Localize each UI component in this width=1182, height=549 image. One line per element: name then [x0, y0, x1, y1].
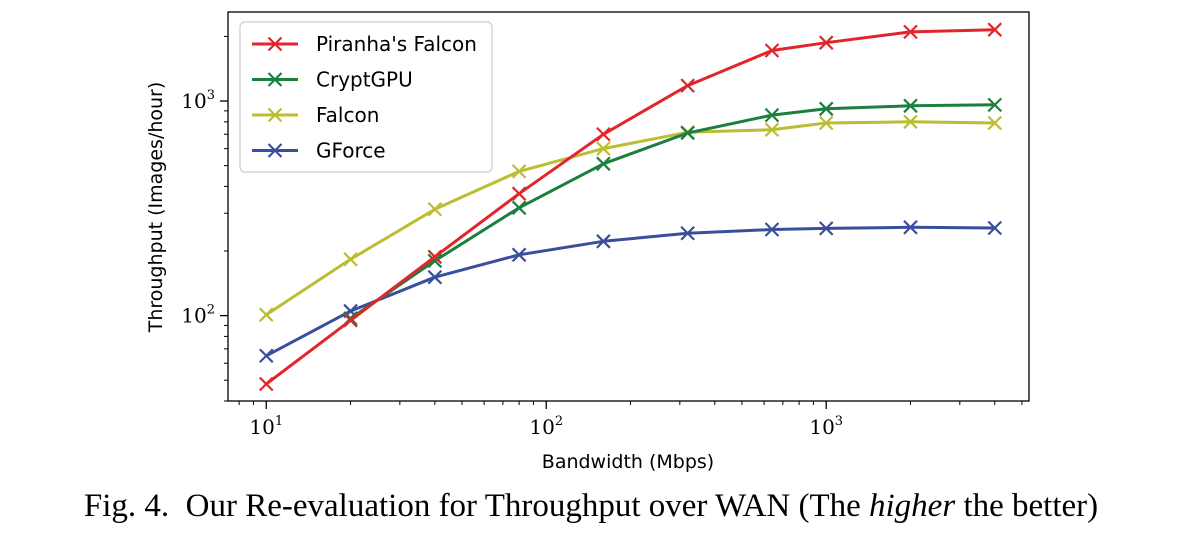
y-tick-label: 103 — [181, 88, 215, 113]
data-point — [258, 348, 274, 364]
data-point — [903, 114, 918, 130]
legend-entry: Falcon — [252, 103, 379, 127]
caption-prefix: Fig. 4. — [83, 488, 170, 524]
series-line — [265, 225, 995, 358]
x-tick-label: 102 — [529, 414, 563, 439]
data-point — [596, 156, 611, 172]
data-point — [343, 313, 358, 328]
data-point — [511, 247, 527, 263]
series-3 — [258, 220, 1003, 364]
data-point — [818, 115, 834, 131]
data-point — [903, 220, 918, 235]
data-point — [596, 127, 611, 142]
data-point — [258, 307, 274, 322]
legend-marker — [267, 107, 283, 123]
data-point — [903, 24, 918, 40]
data-point — [987, 220, 1003, 236]
caption-text-end: the better) — [955, 488, 1099, 524]
legend-marker — [267, 143, 283, 158]
data-point — [764, 43, 780, 58]
data-point — [343, 252, 358, 267]
x-axis-label: Bandwidth (Mbps) — [542, 451, 714, 473]
legend: Piranha's Falcon CryptGPU Falcon GForce — [239, 21, 493, 173]
data-point — [764, 122, 780, 138]
figure-caption: Fig. 4. Our Re-evaluation for Throughput… — [0, 488, 1182, 525]
y-axis-label: Throughput (Images/hour) — [145, 82, 167, 334]
ticks-layer: 101 102 103 102 103 — [181, 35, 1023, 439]
data-point — [680, 125, 695, 141]
legend-label: GForce — [316, 139, 386, 163]
series-2 — [258, 114, 1003, 322]
legend-entry: CryptGPU — [252, 68, 413, 92]
data-point — [818, 101, 834, 117]
data-point — [680, 225, 695, 241]
caption-emphasis: higher — [869, 488, 956, 524]
data-point — [511, 200, 527, 216]
data-point — [511, 164, 527, 179]
y-tick-label: 102 — [181, 303, 215, 328]
series-1 — [343, 97, 1003, 326]
data-point — [764, 107, 780, 123]
data-point — [764, 222, 780, 237]
legend-marker — [267, 72, 283, 87]
data-point — [596, 141, 611, 156]
legend-entry: Piranha's Falcon — [252, 32, 477, 56]
data-point — [903, 98, 918, 114]
legend-label: Falcon — [316, 103, 379, 127]
data-point — [427, 269, 443, 285]
data-point — [258, 376, 274, 392]
legend-label: Piranha's Falcon — [316, 32, 477, 56]
data-point — [987, 22, 1003, 37]
data-point — [987, 97, 1003, 113]
x-tick-label: 103 — [809, 414, 843, 439]
data-point — [427, 253, 443, 269]
legend-marker — [267, 36, 283, 52]
series-layer — [258, 22, 1003, 392]
data-point — [818, 35, 834, 50]
series-line — [265, 28, 995, 386]
series-line — [265, 120, 995, 316]
data-point — [596, 234, 611, 249]
data-point — [511, 186, 527, 201]
x-tick-label: 101 — [249, 414, 283, 439]
series-0 — [258, 22, 1003, 392]
data-point — [427, 249, 443, 265]
legend-entry: GForce — [252, 139, 386, 163]
data-point — [680, 78, 695, 93]
legend-label: CryptGPU — [316, 68, 413, 92]
plot-frame — [227, 11, 1030, 402]
data-point — [818, 221, 834, 236]
legend-box — [239, 21, 493, 173]
data-point — [987, 115, 1003, 131]
throughput-chart: 101 102 103 102 103 Bandwidth (Mbps) Through… — [145, 11, 1030, 473]
data-point — [427, 202, 443, 217]
caption-text: Our Re-evaluation for Throughput over WA… — [185, 488, 870, 524]
